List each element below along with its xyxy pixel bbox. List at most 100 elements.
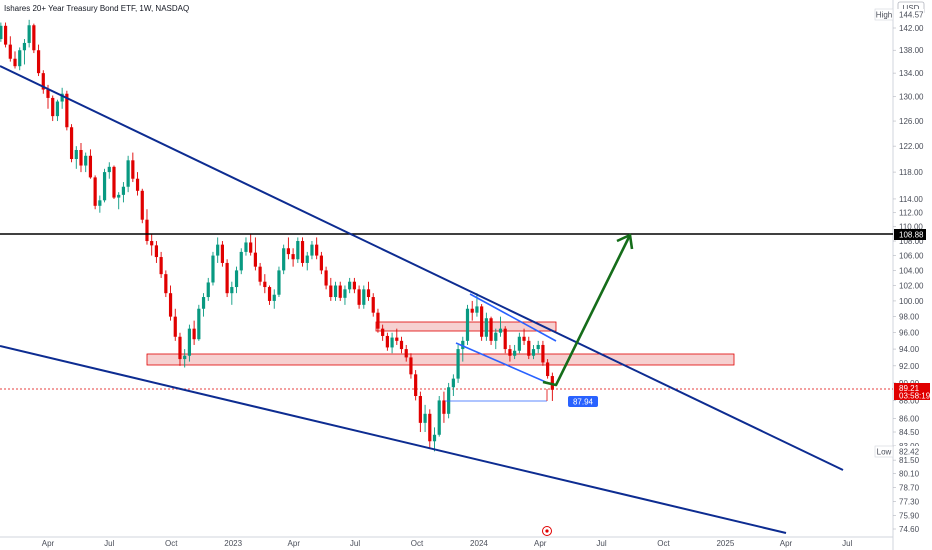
bullish-arrow[interactable] xyxy=(542,233,634,387)
price-axis-label: 100.00 xyxy=(899,297,924,306)
candle-body xyxy=(414,374,418,397)
candle-body xyxy=(522,336,526,341)
price-axis-label: 102.00 xyxy=(899,282,924,291)
upper-trend-line[interactable] xyxy=(0,65,844,471)
candle xyxy=(432,427,437,452)
candle-body xyxy=(404,349,408,358)
candle-body xyxy=(513,350,517,356)
candle-body xyxy=(352,281,356,290)
candle xyxy=(121,182,126,203)
price-axis-label: 88.00 xyxy=(899,396,920,405)
candle xyxy=(277,266,281,298)
candle-body xyxy=(79,149,83,166)
candle-body xyxy=(244,242,248,252)
candle xyxy=(418,391,422,433)
candle xyxy=(513,344,517,360)
candle xyxy=(451,374,455,397)
candle xyxy=(395,328,399,345)
price-axis-label: 108.00 xyxy=(899,237,924,246)
time-axis-label: Jul xyxy=(350,539,360,548)
candle xyxy=(131,152,135,183)
candle-body xyxy=(98,200,102,206)
candle-body xyxy=(135,178,140,191)
candle-body xyxy=(480,306,484,337)
drawings-front: 87.94 xyxy=(0,65,893,536)
candle-body xyxy=(296,241,300,260)
candle-body xyxy=(282,248,286,271)
candle-body xyxy=(117,194,121,198)
price-axis-label: 94.00 xyxy=(899,345,920,354)
candle-body xyxy=(107,166,111,173)
price-axis-label: 142.00 xyxy=(899,24,924,33)
candle-body xyxy=(36,50,41,74)
candle-body xyxy=(145,219,149,242)
wedge-upper-line[interactable] xyxy=(469,293,557,342)
candle xyxy=(32,23,36,54)
candle xyxy=(404,344,408,362)
price-axis-label: 122.00 xyxy=(899,142,924,151)
last-price-value: 89.21 xyxy=(899,384,920,393)
time-axis-label: Apr xyxy=(42,539,55,548)
candle xyxy=(102,168,107,203)
price-axis-label: 75.90 xyxy=(899,512,920,521)
lower-trend-line[interactable] xyxy=(0,345,787,534)
candle xyxy=(541,340,545,366)
time-axis-label: Apr xyxy=(534,539,547,548)
candle-body xyxy=(88,155,93,178)
price-axis-label: 104.00 xyxy=(899,266,924,275)
candle xyxy=(112,165,116,199)
candle xyxy=(22,39,27,65)
currency-button[interactable]: USD xyxy=(903,4,920,13)
wedge-lower-line[interactable] xyxy=(455,342,549,384)
candle xyxy=(282,244,286,275)
candle xyxy=(55,99,60,122)
candle-body xyxy=(305,255,309,263)
candle-body xyxy=(3,25,8,45)
price-axis-label: 118.00 xyxy=(899,168,923,177)
price-axis-label: 77.30 xyxy=(899,497,920,506)
candle xyxy=(187,324,192,362)
candle-body xyxy=(267,287,272,301)
candle xyxy=(74,146,78,169)
candle-body xyxy=(343,289,347,298)
candle xyxy=(305,251,309,271)
candle-body xyxy=(362,289,366,305)
candle xyxy=(234,266,239,294)
candle xyxy=(60,87,64,109)
target-marker[interactable] xyxy=(542,526,552,536)
candle xyxy=(79,142,83,173)
candle-body xyxy=(442,400,446,414)
time-axis[interactable]: Apr Jul Oct 2023 Apr Jul Oct 2024 Apr Jul Oct 2025 A… xyxy=(42,539,853,548)
time-axis-label: Jul xyxy=(104,539,114,548)
candle-body xyxy=(216,244,220,256)
candle-body xyxy=(423,413,427,423)
low-label: Low xyxy=(877,448,892,457)
candle xyxy=(348,277,352,294)
support-zone[interactable] xyxy=(146,353,735,366)
price-axis-label: 92.00 xyxy=(899,362,920,371)
candle-body xyxy=(102,172,107,201)
candle-body xyxy=(168,293,173,317)
price-axis[interactable]: 74.6075.9077.3078.7080.1081.5083.0084.50… xyxy=(893,24,924,534)
level-price-badge: 108.88 xyxy=(894,229,926,240)
price-axis-label: 112.00 xyxy=(899,209,923,218)
price-axis-label: 86.00 xyxy=(899,414,920,423)
candle xyxy=(546,359,550,379)
candle xyxy=(489,316,493,345)
candle-body xyxy=(348,281,352,290)
candle-body xyxy=(211,255,215,283)
candle xyxy=(494,328,498,350)
candle-body xyxy=(489,318,493,341)
candle xyxy=(381,324,385,341)
candle xyxy=(428,409,432,448)
chart-title: Ishares 20+ Year Treasury Bond ETF, 1W, … xyxy=(4,4,189,13)
candle xyxy=(357,285,361,309)
candle xyxy=(258,262,262,286)
candle-body xyxy=(32,25,36,51)
candle xyxy=(366,281,371,301)
candle-body xyxy=(249,242,253,253)
candle-body xyxy=(121,186,126,195)
candle xyxy=(41,70,45,94)
candle-body xyxy=(428,413,432,442)
